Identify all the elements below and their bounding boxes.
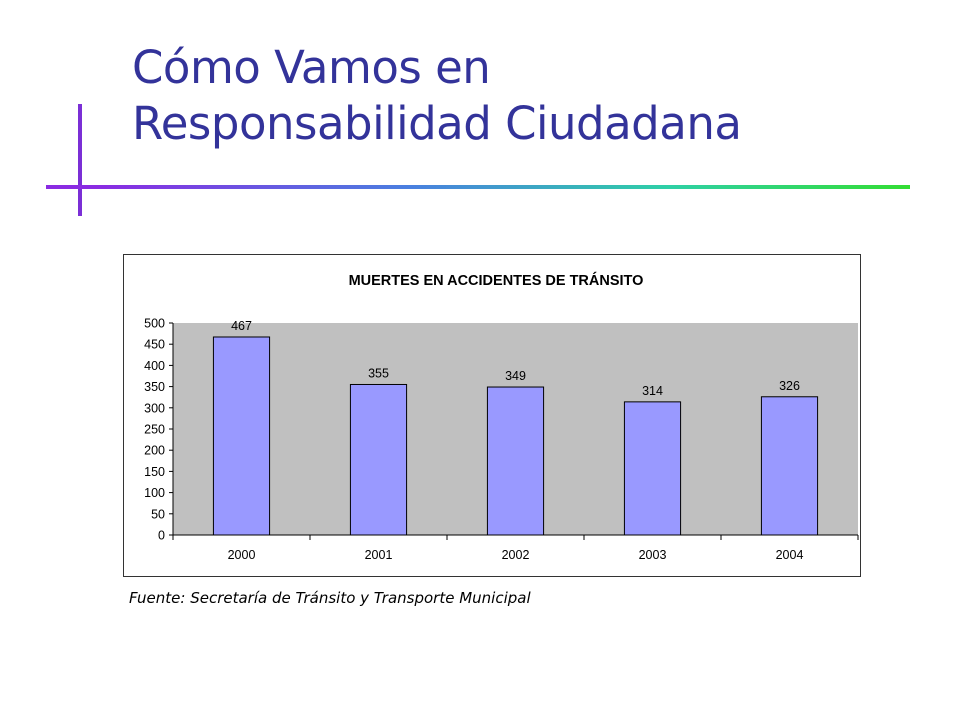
x-tick-label: 2004 (776, 548, 804, 562)
source-note: Fuente: Secretaría de Tránsito y Transpo… (129, 589, 531, 607)
y-tick-label: 50 (151, 507, 165, 521)
x-tick-label: 2001 (365, 548, 393, 562)
x-tick-label: 2000 (228, 548, 256, 562)
y-axis: 0 50 100 150 200 250 300 350 400 450 500 (144, 317, 174, 543)
decorative-horizontal-line (46, 185, 910, 189)
bar-2002 (486, 386, 545, 536)
chart-frame: MUERTES EN ACCIDENTES DE TRÁNSITO 0 50 100… (123, 254, 861, 577)
bar-2000 (212, 336, 271, 536)
data-labels: 467 355 349 314 326 (231, 319, 800, 398)
y-tick-label: 0 (158, 529, 165, 543)
data-label-2001: 355 (368, 366, 389, 380)
y-tick-label: 350 (144, 380, 165, 394)
x-axis: 2000 2001 2002 2003 2004 (172, 534, 859, 562)
bar-2004 (760, 396, 819, 536)
y-tick-label: 450 (144, 338, 165, 352)
y-tick-label: 300 (144, 401, 165, 415)
y-tick-label: 400 (144, 359, 165, 373)
bar-chart: MUERTES EN ACCIDENTES DE TRÁNSITO 0 50 100… (144, 272, 859, 562)
data-label-2000: 467 (231, 319, 252, 333)
data-label-2002: 349 (505, 369, 526, 383)
y-tick-label: 100 (144, 486, 165, 500)
bar-series (212, 336, 819, 536)
data-label-2003: 314 (642, 384, 663, 398)
decorative-vertical-line (78, 104, 82, 216)
y-tick-label: 150 (144, 465, 165, 479)
bar-2003 (623, 401, 682, 536)
x-tick-label: 2003 (639, 548, 667, 562)
x-tick-label: 2002 (502, 548, 530, 562)
y-tick-label: 500 (144, 317, 165, 331)
slide-title-line-2: Responsabilidad Ciudadana (132, 97, 742, 150)
bar-2001 (349, 383, 408, 536)
y-tick-label: 200 (144, 444, 165, 458)
data-label-2004: 326 (779, 379, 800, 393)
slide-title: Cómo Vamos en Responsabilidad Ciudadana (132, 40, 742, 152)
y-tick-label: 250 (144, 423, 165, 437)
chart-title: MUERTES EN ACCIDENTES DE TRÁNSITO (349, 272, 644, 289)
slide-title-line-1: Cómo Vamos en (132, 41, 491, 94)
